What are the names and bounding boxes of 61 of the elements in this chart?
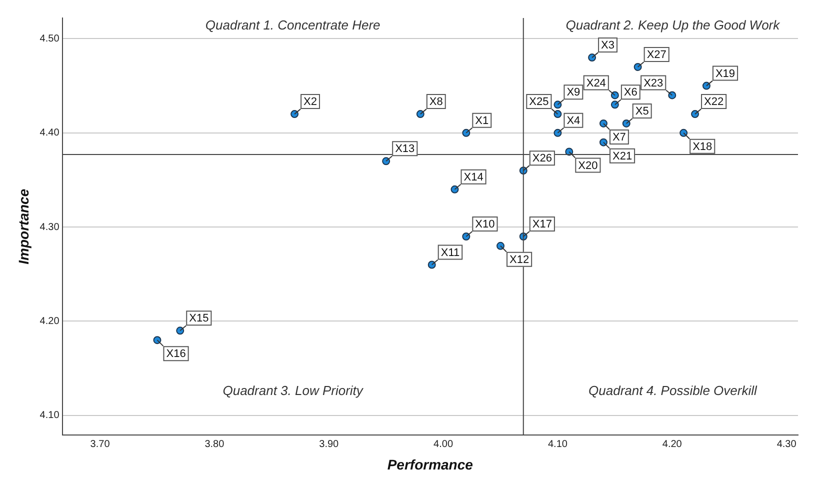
data-label: X11 [440, 246, 460, 259]
point [462, 128, 470, 137]
point [462, 232, 470, 240]
data-label: X25 [529, 96, 549, 108]
point [382, 157, 390, 166]
data-label: X14 [464, 171, 484, 184]
data-label: X12 [510, 254, 530, 266]
data-label: X23 [644, 77, 664, 90]
point [668, 91, 676, 100]
x-tick-label: 3.70 [90, 438, 110, 450]
point [554, 110, 562, 118]
point [610, 91, 619, 100]
point [588, 54, 596, 62]
x-axis-title: Performance [387, 456, 474, 472]
x-tick-label: 4.10 [548, 438, 568, 450]
annotation: Quadrant 2. Keep Up the Good Work [566, 18, 782, 33]
data-label: X1 [475, 114, 489, 127]
data-label: X10 [475, 218, 495, 231]
data-label: X2 [304, 96, 317, 108]
y-tick-label: 4.40 [40, 128, 60, 139]
point [450, 185, 459, 194]
data-label: X19 [715, 68, 736, 80]
x-tick-label: 3.80 [204, 438, 225, 450]
point [691, 110, 700, 118]
point [554, 100, 562, 109]
x-tick-label: 4.20 [662, 438, 682, 450]
x-tick-label: 4.00 [434, 438, 454, 450]
data-label: X4 [566, 114, 580, 127]
data-label: X15 [189, 312, 209, 325]
point [290, 110, 299, 118]
x-tick-label: 3.90 [319, 438, 340, 450]
data-label: X27 [646, 49, 666, 62]
data-label: X3 [601, 40, 614, 52]
annotation: Quadrant 4. Possible Overkill [588, 382, 758, 398]
data-label: X26 [532, 152, 552, 165]
data-label: X7 [612, 132, 626, 144]
y-axis-title: Importance [15, 188, 32, 264]
point [702, 82, 710, 90]
data-label: X20 [578, 160, 598, 172]
data-label: X5 [635, 106, 649, 118]
annotation: Quadrant 1. Concentrate Here [205, 18, 380, 33]
y-tick-label: 4.10 [40, 410, 60, 422]
x-tick-label: 4.30 [776, 438, 797, 450]
annotation: Quadrant 3. Low Priority [222, 382, 364, 398]
point [416, 110, 424, 118]
y-tick-label: 4.30 [40, 222, 60, 233]
point [634, 62, 642, 71]
data-label: X24 [586, 77, 606, 90]
data-label: X6 [624, 86, 638, 99]
data-label: X21 [612, 150, 632, 162]
y-tick-label: 4.50 [40, 33, 60, 44]
data-label: X13 [395, 143, 415, 156]
y-tick-label: 4.20 [40, 316, 60, 327]
point [554, 128, 562, 137]
data-label: X16 [166, 348, 186, 360]
point [153, 336, 162, 344]
data-label: X18 [692, 140, 712, 153]
data-label: X8 [429, 96, 443, 108]
data-label: X17 [532, 218, 552, 231]
data-label: X22 [704, 96, 724, 108]
data-label: X9 [566, 86, 580, 99]
